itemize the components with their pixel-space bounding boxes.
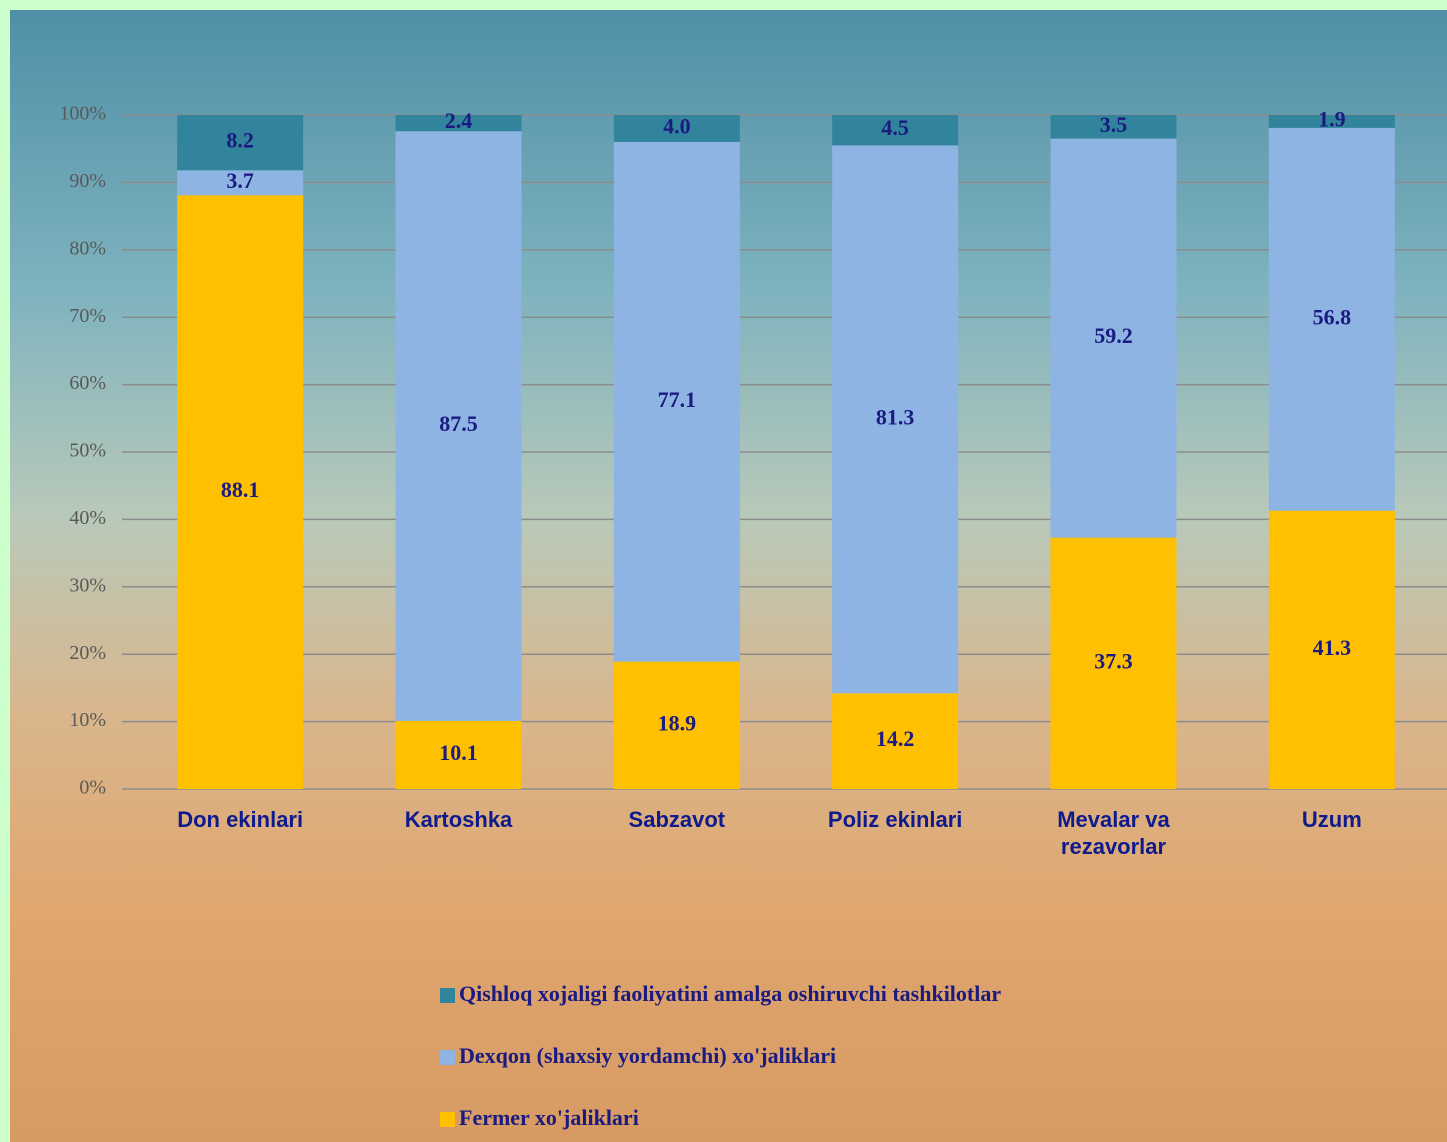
legend-swatch [440,1050,455,1065]
data-label: 4.0 [663,114,691,139]
x-tick-label: Poliz ekinlari [827,807,963,832]
data-label: 3.7 [226,168,254,193]
data-label: 3.5 [1100,112,1128,137]
bar-segment [177,195,304,789]
bar-segment [1050,537,1177,789]
bar-segment [395,131,522,721]
data-label: 4.5 [881,115,909,140]
data-label: 56.8 [1313,304,1352,329]
x-tick-label: Mevalar va rezavorlar [1057,807,1170,859]
y-tick-label: 100% [59,103,106,125]
y-tick-label: 80% [69,237,106,259]
y-tick-label: 70% [69,305,106,327]
y-tick-label: 0% [79,777,106,799]
bar-segment [1050,115,1177,139]
data-label: 14.2 [876,726,915,751]
bar-segment [832,115,959,146]
bar-segment [1268,115,1395,128]
legend-label: Dexqon (shaxsiy yordamchi) xo'jaliklari [459,1043,836,1068]
bar-segment [177,115,304,171]
bar-segment [177,170,304,196]
data-label: 2.4 [445,108,473,133]
x-tick-label: Kartoshka [404,807,513,832]
legend-label: Fermer xo'jaliklari [459,1105,639,1130]
x-tick-label: Uzum [1301,807,1362,832]
bar-segment [1268,510,1395,789]
y-tick-label: 90% [69,170,106,192]
data-label: 37.3 [1094,648,1133,673]
x-tick-label: Sabzavot [628,807,726,832]
data-label: 77.1 [658,387,697,412]
data-label: 88.1 [221,477,260,502]
bar-segment [1268,127,1395,511]
data-label: 87.5 [439,411,478,436]
data-label: 81.3 [876,404,915,429]
bar-segment [613,141,740,662]
bar-segment [613,661,740,789]
y-tick-label: 20% [69,642,106,664]
data-label: 41.3 [1313,635,1352,660]
bar-segment [395,720,522,789]
y-tick-label: 60% [69,372,106,394]
bar-segment [832,145,959,694]
y-tick-label: 30% [69,574,106,596]
y-tick-label: 40% [69,507,106,529]
data-label: 8.2 [226,128,254,153]
data-label: 18.9 [658,710,697,735]
bar-segment [1050,138,1177,538]
y-tick-label: 50% [69,440,106,462]
x-tick-label: Don ekinlari [177,807,304,832]
bar-segment [395,115,522,132]
bar-segment [832,693,959,789]
bar-segment [613,115,740,142]
data-label: 59.2 [1094,323,1133,348]
legend-label: Qishloq xojaligi faoliyatini amalga oshi… [459,981,1001,1006]
data-label: 1.9 [1318,106,1346,131]
y-tick-label: 10% [69,709,106,731]
data-label: 10.1 [439,740,478,765]
legend-swatch [440,988,455,1003]
legend-swatch [440,1112,455,1127]
